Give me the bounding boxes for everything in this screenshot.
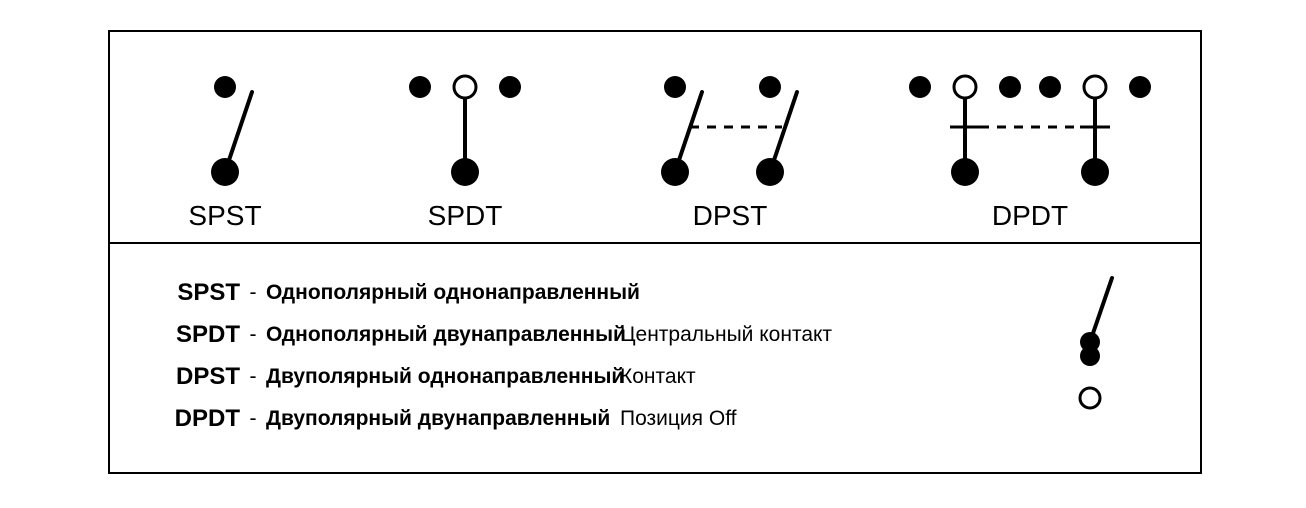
symbol-spst-svg [140, 42, 310, 212]
diagram-frame: SPSTSPDTDPSTDPDT SPST-Однополярный однон… [108, 30, 1202, 474]
legend-abbr: DPDT [160, 405, 240, 433]
legend-dash: - [240, 281, 266, 305]
symbol-dpst: DPST [620, 32, 840, 242]
legend-key-column [1060, 244, 1140, 472]
legend-desc: Двуполярный однонаправленный [266, 365, 624, 389]
symbol-spst-label: SPST [140, 200, 310, 232]
legend-dash: - [240, 365, 266, 389]
symbol-spdt-label: SPDT [360, 200, 570, 232]
legend-row-dpst: DPST-Двуполярный однонаправленныйКонтакт [160, 356, 1160, 398]
page: SPSTSPDTDPSTDPDT SPST-Однополярный однон… [0, 0, 1306, 508]
symbol-row: SPST SPDT DPST DPDT [110, 32, 1200, 242]
legend-dash: - [240, 407, 266, 431]
symbol-dpdt-svg [880, 42, 1180, 212]
legend-row-spdt: SPDT-Однополярный двунаправленныйЦентрал… [160, 314, 1160, 356]
symbol-dpst-svg [620, 42, 840, 212]
symbol-spdt-svg [360, 42, 570, 212]
symbol-spst: SPST [140, 32, 310, 242]
key-off-position [1060, 384, 1130, 454]
legend-abbr: SPST [160, 279, 240, 307]
legend-row-spst: SPST-Однополярный однонаправленный [160, 272, 1160, 314]
symbol-dpst-label: DPST [620, 200, 840, 232]
legend-panel: SPST-Однополярный однонаправленныйSPDT-О… [110, 244, 1200, 472]
legend-desc: Однополярный однонаправленный [266, 281, 640, 305]
legend-desc: Двуполярный двунаправленный [266, 407, 610, 431]
legend-desc: Однополярный двунаправленный [266, 323, 626, 347]
legend-row-dpdt: DPDT-Двуполярный двунаправленный Позиция … [160, 398, 1160, 440]
symbol-dpdt-label: DPDT [880, 200, 1180, 232]
symbol-dpdt: DPDT [880, 32, 1180, 242]
legend-col2: Позиция Off [620, 407, 736, 431]
legend-abbr: DPST [160, 363, 240, 391]
legend-col2: Центральный контакт [620, 323, 832, 347]
legend-abbr: SPDT [160, 321, 240, 349]
legend-col2: Контакт [620, 365, 696, 389]
symbol-spdt: SPDT [360, 32, 570, 242]
legend-dash: - [240, 323, 266, 347]
